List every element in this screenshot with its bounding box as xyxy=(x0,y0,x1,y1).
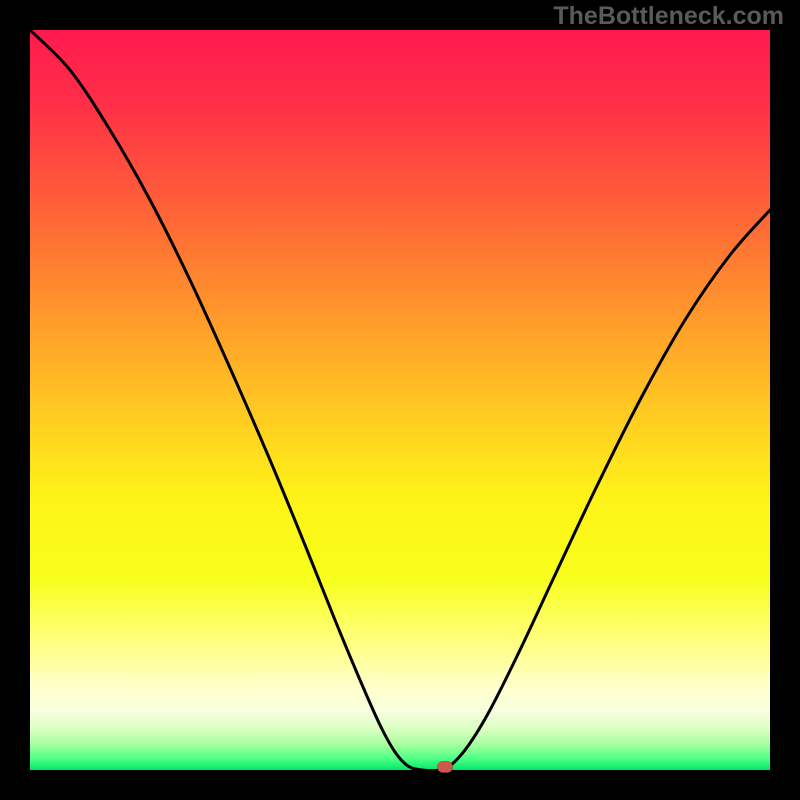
chart-canvas xyxy=(0,0,800,800)
optimum-marker xyxy=(438,762,453,773)
watermark-text: TheBottleneck.com xyxy=(553,2,784,31)
gradient-background xyxy=(30,30,770,770)
